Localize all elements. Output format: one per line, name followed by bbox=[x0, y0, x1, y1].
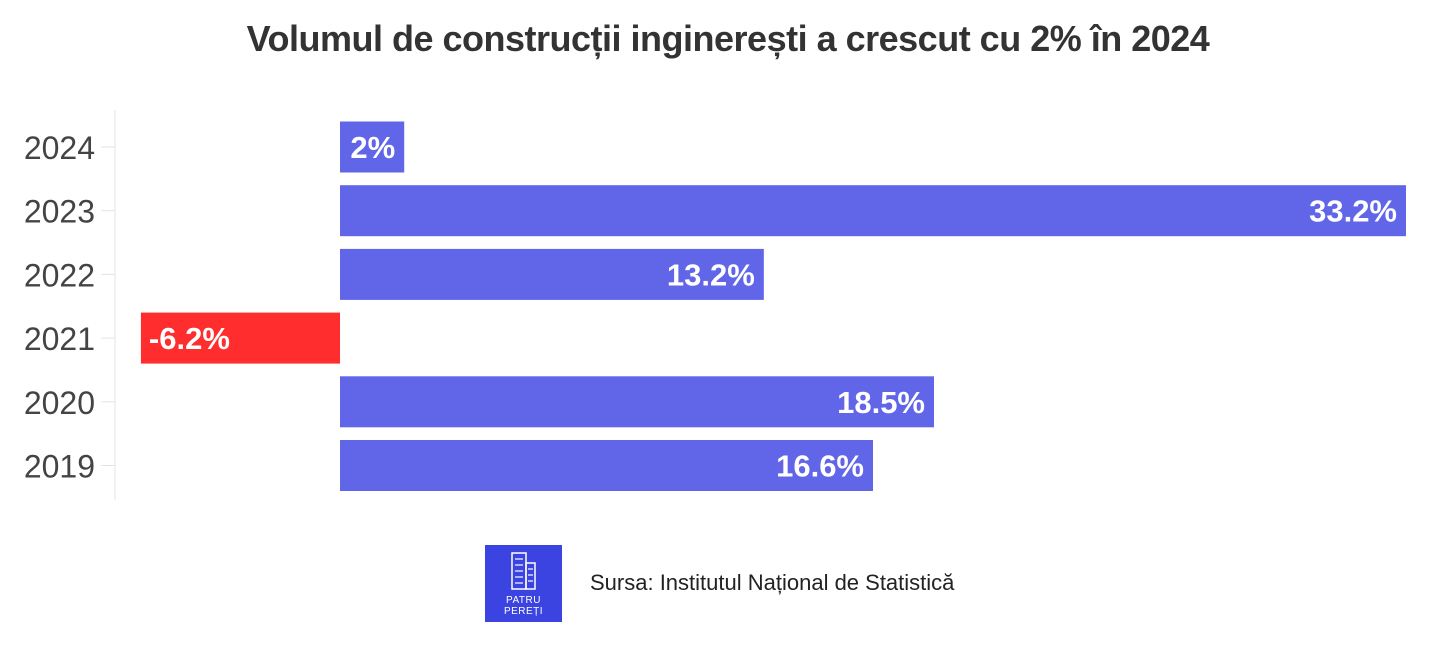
logo-line-2: PEREȚI bbox=[503, 606, 544, 617]
bar-chart: 2% 33.2% 13.2% -6.2% 18.5% 16.6% 2024 2023 2022… bbox=[24, 110, 1406, 500]
bar-2023 bbox=[340, 185, 1406, 237]
logo-text: PATRU PEREȚI bbox=[485, 595, 562, 617]
value-label-2021: -6.2% bbox=[149, 321, 230, 356]
patru-pereti-logo: PATRU PEREȚI bbox=[485, 545, 562, 622]
logo-line-1: PATRU bbox=[506, 595, 541, 606]
category-label-2024: 2024 bbox=[24, 130, 95, 166]
category-label-2023: 2023 bbox=[24, 194, 95, 230]
category-label-2022: 2022 bbox=[24, 257, 95, 293]
category-label-2021: 2021 bbox=[24, 321, 95, 357]
value-label-2019: 16.6% bbox=[776, 449, 864, 484]
building-icon bbox=[511, 552, 536, 590]
chart-title: Volumul de construcții inginerești a cre… bbox=[246, 18, 1210, 59]
value-label-2024: 2% bbox=[350, 130, 395, 165]
value-label-2023: 33.2% bbox=[1309, 194, 1397, 229]
value-label-2020: 18.5% bbox=[837, 385, 925, 420]
category-label-2019: 2019 bbox=[24, 449, 95, 485]
bar-2020 bbox=[340, 376, 935, 428]
bar-2019 bbox=[340, 440, 873, 491]
source-note: Sursa: Institutul Național de Statistică bbox=[590, 570, 955, 595]
bar-2022 bbox=[340, 248, 764, 300]
bars: 2% 33.2% 13.2% -6.2% 18.5% 16.6% bbox=[140, 121, 1406, 491]
y-axis-ticks bbox=[101, 146, 115, 466]
category-label-2020: 2020 bbox=[24, 385, 95, 421]
bar-2021 bbox=[140, 312, 340, 364]
value-label-2022: 13.2% bbox=[667, 257, 755, 292]
category-labels: 2024 2023 2022 2021 2020 2019 bbox=[24, 130, 95, 485]
bar-2024 bbox=[340, 121, 405, 173]
